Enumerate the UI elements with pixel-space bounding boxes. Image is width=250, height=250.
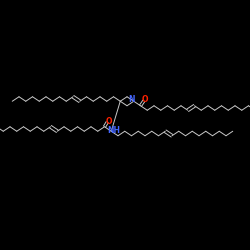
Text: O: O <box>105 116 112 126</box>
Text: N: N <box>128 95 135 104</box>
Text: NH: NH <box>107 126 120 135</box>
Text: O: O <box>142 95 148 104</box>
